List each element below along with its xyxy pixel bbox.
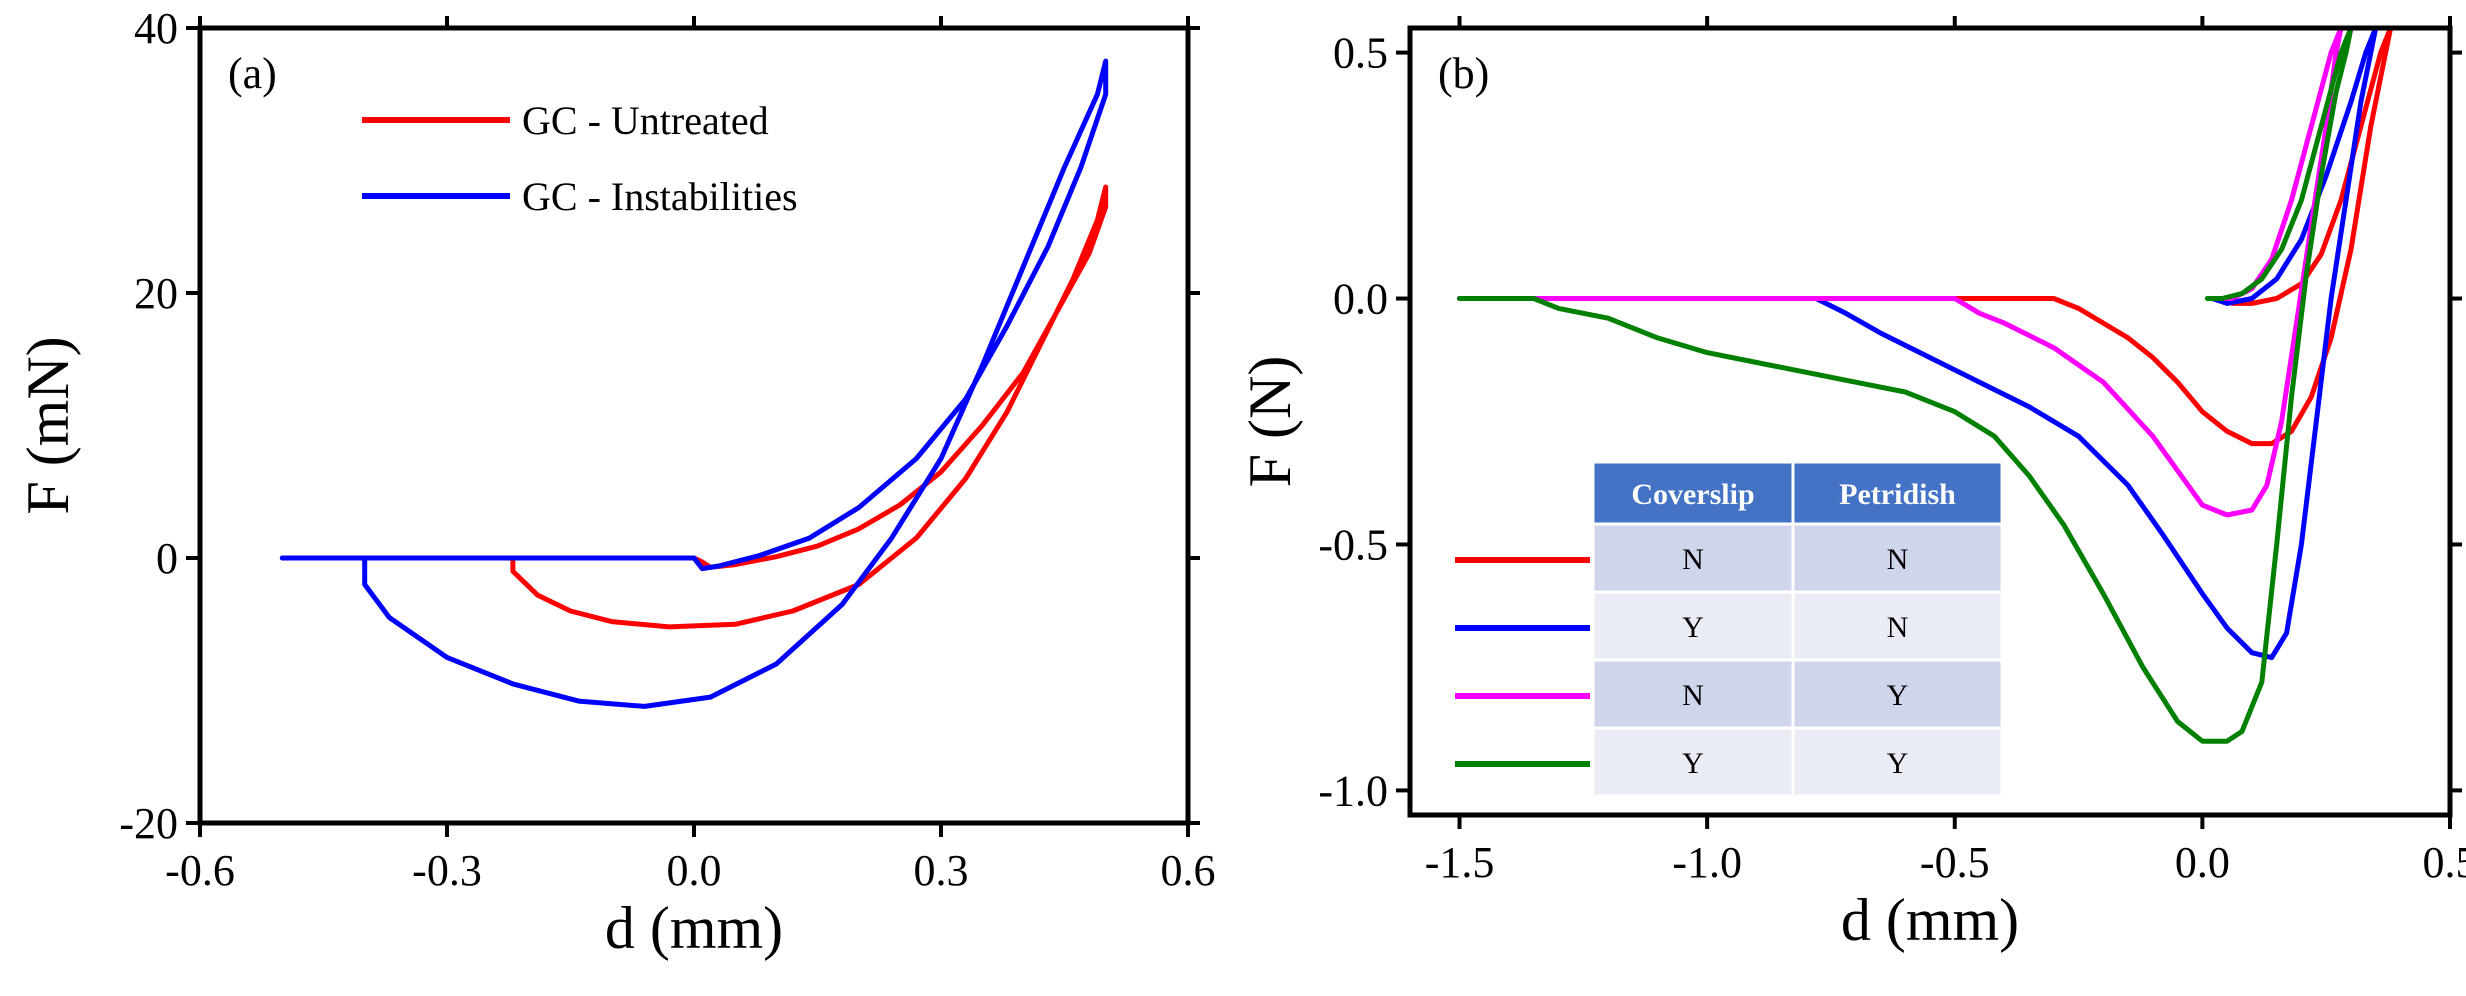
x-tick-label: -0.6: [165, 846, 235, 895]
y-tick-label: 0.5: [1333, 29, 1388, 78]
x-tick-label: -0.5: [1920, 838, 1990, 887]
x-tick-label: -1.0: [1672, 838, 1742, 887]
table-cell: [1591, 658, 1795, 730]
y-tick-label: 20: [134, 269, 178, 318]
x-axis-title: d (mm): [605, 895, 783, 961]
x-axis-title: d (mm): [1841, 887, 2019, 953]
y-tick-label: 0: [156, 534, 178, 583]
x-tick-label: 0.6: [1161, 846, 1216, 895]
table-cell-text: Y: [1887, 679, 1909, 712]
y-axis-title: F (N): [1237, 356, 1303, 488]
inset-table: Coverslip Petridish N N Y N N Y Y Y: [1455, 460, 2004, 798]
y-tick-label: -0.5: [1318, 520, 1388, 569]
table-cell-text: N: [1682, 679, 1704, 712]
table-cell-text: N: [1887, 543, 1909, 576]
plot-frame: [197, 25, 1191, 826]
y-tick-label: -20: [119, 799, 178, 848]
table-cell-text: N: [1887, 611, 1909, 644]
x-tick-label: 0.5: [2423, 838, 2466, 887]
plot-frame: [1407, 25, 2453, 818]
table-cell-text: Y: [1682, 611, 1704, 644]
x-tick-label: 0.0: [667, 846, 722, 895]
table-cell-text: Y: [1682, 747, 1704, 780]
x-tick-label: 0.3: [914, 846, 969, 895]
table-cell: [1591, 726, 1795, 798]
panel-a: -0.6 -0.3 0.0 0.3 0.6 -20 0 20 40 d (mm) F (mN) (a)…: [15, 4, 1216, 961]
series-line-4: [1457, 28, 2354, 744]
series-line-1: [1457, 28, 2394, 447]
y-tick-label: -1.0: [1318, 766, 1388, 815]
table-cell: [1791, 726, 2004, 798]
panel-label: (a): [228, 49, 277, 98]
legend-label-1: GC - Untreated: [522, 98, 769, 143]
table-header-text: Petridish: [1839, 478, 1956, 511]
panel-b: -1.5 -1.0 -0.5 0.0 0.5 -1.0 -0.5 0.0 0.5 d (mm) F …: [1237, 16, 2466, 953]
panel-label: (b): [1438, 49, 1489, 98]
y-axis-title: F (mN): [15, 336, 81, 514]
table-header-text: Coverslip: [1631, 478, 1754, 511]
series-group: [1457, 28, 2394, 744]
y-tick-label: 40: [134, 4, 178, 53]
table-header-cell: [1591, 460, 1795, 526]
table-cell: [1591, 590, 1795, 662]
table-cell-text: N: [1682, 543, 1704, 576]
table-cell: [1791, 522, 2004, 594]
series-line-2: [279, 58, 1109, 709]
series-line-3: [1457, 28, 2344, 518]
y-tick-label: 0.0: [1333, 275, 1388, 324]
table-header-cell: [1791, 460, 2004, 526]
table-cell: [1591, 522, 1795, 594]
table-cell: [1791, 658, 2004, 730]
table-cell-text: Y: [1887, 747, 1909, 780]
x-tick-label: -0.3: [412, 846, 482, 895]
series-group: [279, 58, 1109, 709]
series-line-1: [279, 184, 1109, 630]
x-tick-label: 0.0: [2175, 838, 2230, 887]
x-tick-label: -1.5: [1425, 838, 1495, 887]
legend-label-2: GC - Instabilities: [522, 174, 798, 219]
